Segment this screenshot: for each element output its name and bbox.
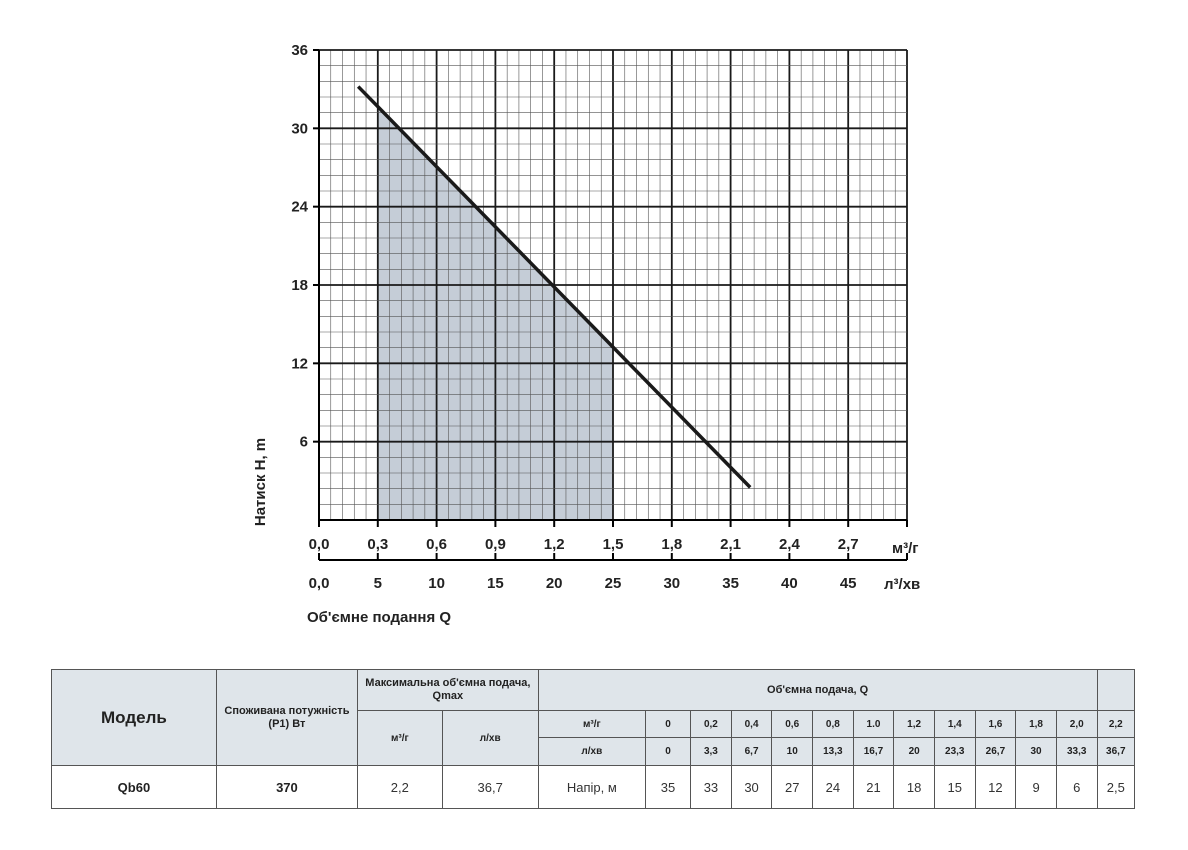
x1-tick-label: 2,1 [720,536,741,553]
chart-labels: 6 12 18 24 30 36 0,0 0,3 0,6 0,9 1,2 1,5 1,8 2,1 2,4 2,… [291,42,858,592]
m3h-cell: 0,4 [730,710,773,738]
head-cell: 21 [852,765,895,809]
m3h-cell: 0,8 [812,710,854,738]
x2-tick-label: 25 [605,575,622,592]
head-cell: 35 [644,765,692,809]
qmax-unit-lmin: л/хв [441,710,539,766]
m3h-cell: 0 [644,710,692,738]
m3h-cell: 2,2 [1096,710,1136,738]
lmin-cell: 20 [893,737,935,766]
head-cell: 30 [730,765,773,809]
head-cell: 24 [812,765,854,809]
lmin-cell: 26,7 [974,737,1017,766]
x1-tick-label: 2,7 [838,536,859,553]
x1-tick-label: 1,5 [603,536,624,553]
table-row: Qb60 370 2,2 36,7 Напір, м 35 33 30 27 2… [51,765,1136,809]
lmin-cell: 0 [644,737,692,766]
x2-tick-label: 15 [487,575,504,592]
x2-tick-label: 0,0 [309,575,330,592]
model-cell: Qb60 [51,765,217,809]
head-cell: 33 [690,765,732,809]
m3h-cell: 1.0 [852,710,895,738]
chart-grid [318,49,908,521]
x1-tick-label: 0,6 [426,536,447,553]
x2-tick-label: 10 [428,575,445,592]
pump-performance-chart: 6 12 18 24 30 36 0,0 0,3 0,6 0,9 1,2 1,5 1,8 2,1 2,4 2,… [252,42,920,626]
head-cell: 12 [974,765,1017,809]
spec-table: Модель Споживана потужність (Р1) Вт Макс… [51,669,1136,809]
x1-tick-label: 1,2 [544,536,565,553]
m3h-cell: 1,8 [1015,710,1057,738]
x1-tick-label: 0,0 [309,536,330,553]
chart-series [356,85,752,489]
x2-tick-label: 5 [374,575,382,592]
head-cell: 2,5 [1096,765,1136,809]
m3h-cell: 0,6 [771,710,814,738]
chart-axes [313,49,908,561]
m3h-cell: 2,0 [1055,710,1098,738]
qmax-lmin-cell: 36,7 [441,765,539,809]
x-axis-title: Об'ємне подання Q [307,609,451,626]
lmin-cell: 3,3 [690,737,732,766]
head-label-cell: Напір, м [537,765,646,809]
y-tick-label: 36 [291,42,308,59]
header-qmax: Максимальна об'ємна подача, Qmax [357,669,539,711]
lmin-cell: 36,7 [1096,737,1136,766]
y-tick-label: 30 [291,120,308,137]
power-cell: 370 [215,765,359,809]
lmin-cell: 16,7 [852,737,895,766]
x2-tick-label: 35 [722,575,739,592]
x2-tick-label: 30 [663,575,680,592]
lmin-cell: 33,3 [1055,737,1098,766]
m3h-cell: 1,6 [974,710,1017,738]
lmin-cell: 30 [1015,737,1057,766]
y-tick-label: 18 [291,277,308,294]
header-model: Модель [51,669,217,766]
x1-tick-label: 2,4 [779,536,801,553]
x1-tick-label: 0,3 [367,536,388,553]
header-flow: Об'ємна подача, Q [537,669,1098,711]
head-cell: 15 [933,765,976,809]
flow-unit-m3h: м³/г [537,710,646,738]
m3h-cell: 1,2 [893,710,935,738]
qmax-m3h-cell: 2,2 [357,765,443,809]
head-cell: 18 [893,765,935,809]
header-power: Споживана потужність (Р1) Вт [215,669,359,766]
x1-unit-label: м³/г [892,540,919,557]
qmax-unit-m3h: м³/г [357,710,443,766]
m3h-cell: 0,2 [690,710,732,738]
lmin-cell: 13,3 [812,737,854,766]
m3h-cell: 1,4 [933,710,976,738]
performance-curve [356,85,752,489]
x1-tick-label: 0,9 [485,536,506,553]
head-cell: 9 [1015,765,1057,809]
x2-tick-label: 45 [840,575,857,592]
flow-unit-lmin: л/хв [537,737,646,766]
head-cell: 6 [1055,765,1098,809]
y-axis-title: Натиск H, m [252,438,269,526]
lmin-cell: 23,3 [933,737,976,766]
x1-tick-label: 1,8 [661,536,682,553]
head-cell: 27 [771,765,814,809]
x2-tick-label: 40 [781,575,798,592]
x2-unit-label: л³/хв [884,576,920,593]
lmin-cell: 10 [771,737,814,766]
y-tick-label: 24 [291,199,308,216]
lmin-cell: 6,7 [730,737,773,766]
y-tick-label: 12 [291,355,308,372]
x2-tick-label: 20 [546,575,563,592]
y-tick-label: 6 [300,434,308,451]
header-flow-spacer [1096,669,1136,711]
